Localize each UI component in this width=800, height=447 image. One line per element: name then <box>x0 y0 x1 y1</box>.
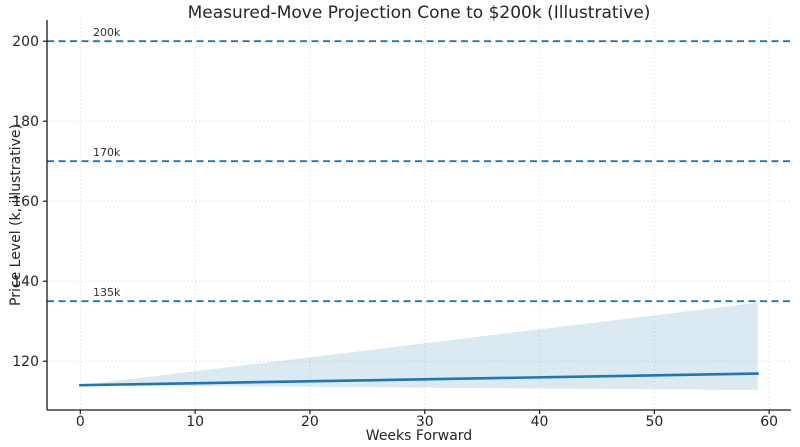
chart-title: Measured-Move Projection Cone to $200k (… <box>187 3 651 23</box>
y-tick-label: 120 <box>12 354 39 370</box>
x-tick-label: 60 <box>760 414 778 430</box>
y-tick-label: 200 <box>12 34 39 50</box>
projection-cone-band <box>80 302 758 390</box>
central-projection-line <box>78 372 760 387</box>
level-label-200k: 200k <box>93 26 121 39</box>
x-axis-label: Weeks Forward <box>365 428 473 444</box>
x-tick-label: 30 <box>416 414 434 430</box>
y-tick-label: 180 <box>12 114 39 130</box>
y-tick-label: 160 <box>12 194 39 210</box>
level-label-135k: 135k <box>93 286 121 299</box>
level-label-170k: 170k <box>93 146 121 159</box>
y-tick-label: 140 <box>12 274 39 290</box>
x-tick-label: 40 <box>531 414 549 430</box>
x-tick-label: 10 <box>186 414 204 430</box>
y-axis-label: Price Level (k, illustrative) <box>8 124 24 306</box>
x-tick-label: 50 <box>645 414 663 430</box>
x-tick-label: 0 <box>76 414 85 430</box>
x-tick-label: 20 <box>301 414 319 430</box>
